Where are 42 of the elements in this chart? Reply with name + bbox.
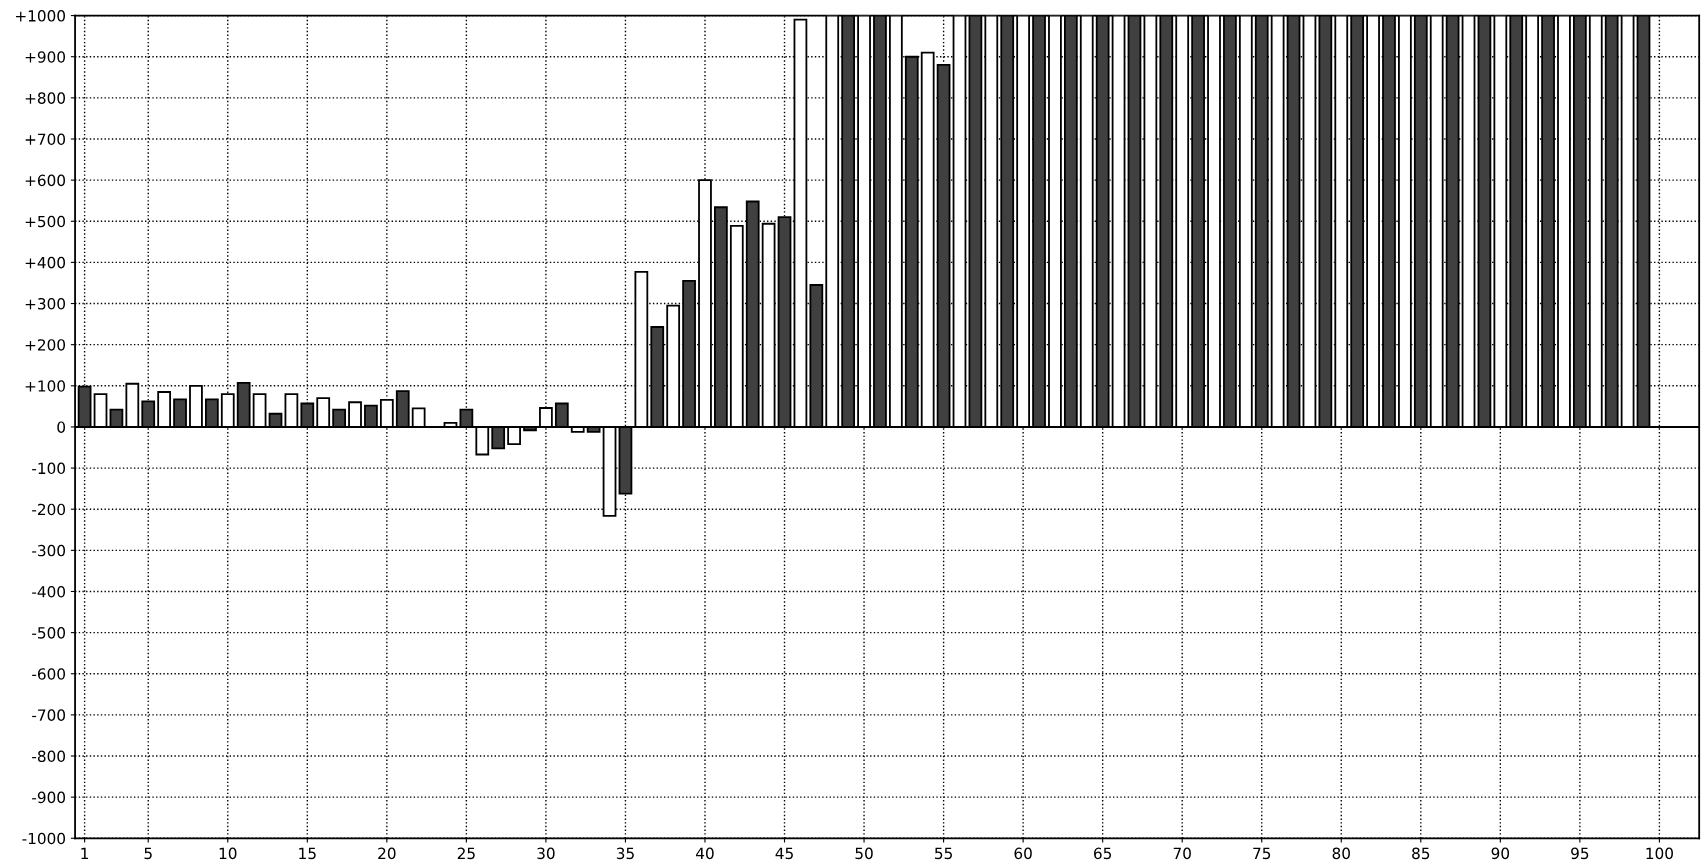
x-tick-label: 15 (299, 847, 316, 860)
x-tick-label: 75 (1253, 847, 1271, 860)
y-tick-label: +700 (25, 133, 66, 146)
y-tick-label: +300 (25, 298, 66, 310)
x-tick-label: 45 (775, 847, 793, 860)
y-tick-label: +200 (25, 339, 66, 351)
x-tick-label: 65 (1094, 847, 1112, 860)
x-tick-label: 95 (1571, 847, 1589, 860)
y-tick-label: -1000 (22, 832, 66, 845)
x-tick-label: 30 (537, 847, 555, 860)
y-tick-label: +100 (25, 380, 66, 392)
x-tick-label: 70 (1173, 847, 1191, 860)
x-tick-label: 10 (219, 847, 237, 860)
y-tick-label: +800 (25, 92, 66, 104)
x-tick-label: 1 (81, 847, 89, 859)
x-tick-label: 90 (1491, 847, 1510, 860)
y-tick-label: -200 (32, 503, 66, 516)
y-tick-label: +900 (25, 51, 66, 63)
y-tick-label: -300 (32, 544, 66, 557)
x-tick-label: 85 (1412, 847, 1430, 860)
x-tick-label: 60 (1014, 847, 1032, 860)
y-tick-label: -500 (32, 627, 66, 639)
y-tick-label: +1000 (15, 10, 66, 22)
y-tick-label: -700 (32, 709, 66, 721)
x-tick-label: 50 (855, 847, 873, 860)
y-tick-label: -600 (32, 668, 66, 680)
x-tick-label: 35 (616, 847, 634, 860)
y-tick-label: -900 (32, 791, 66, 804)
y-tick-label: 0 (57, 421, 66, 433)
x-tick-label: 20 (378, 847, 396, 860)
x-tick-label: 55 (935, 847, 952, 860)
y-tick-label: +400 (25, 256, 66, 269)
y-tick-label: -100 (32, 462, 66, 475)
y-tick-label: -400 (32, 585, 66, 598)
y-tick-label: +500 (25, 215, 66, 228)
x-tick-label: 40 (696, 847, 714, 860)
x-tick-label: 80 (1332, 847, 1350, 860)
y-tick-label: +600 (25, 174, 66, 187)
x-tick-label: 5 (144, 847, 152, 860)
x-tick-label: 25 (457, 847, 475, 860)
y-tick-label: -800 (32, 750, 66, 763)
x-tick-label: 100 (1646, 847, 1673, 860)
